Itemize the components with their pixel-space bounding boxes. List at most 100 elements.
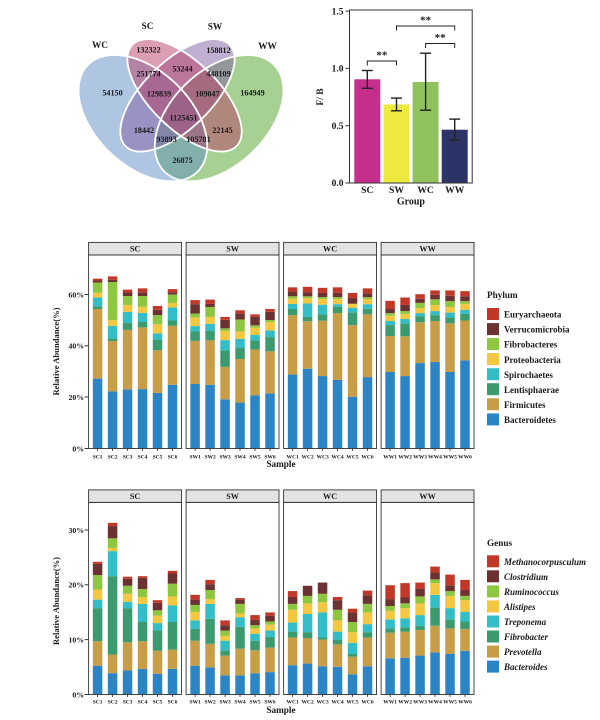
svg-text:SC1: SC1 <box>93 455 103 461</box>
svg-text:WW6: WW6 <box>458 455 472 461</box>
svg-text:WW: WW <box>445 185 465 196</box>
svg-text:WC4: WC4 <box>331 455 343 461</box>
svg-text:WW4: WW4 <box>428 700 442 706</box>
svg-text:Fibrobacter: Fibrobacter <box>503 632 548 642</box>
svg-text:40%: 40% <box>69 342 85 351</box>
svg-text:SC1: SC1 <box>93 700 103 706</box>
svg-text:0.5: 0.5 <box>332 122 344 132</box>
svg-text:SW5: SW5 <box>249 455 261 461</box>
svg-text:1.5: 1.5 <box>332 7 344 17</box>
svg-text:SW2: SW2 <box>204 700 216 706</box>
svg-text:22145: 22145 <box>212 126 232 135</box>
svg-text:129839: 129839 <box>147 90 171 99</box>
svg-text:Verrucomicrobia: Verrucomicrobia <box>504 325 570 335</box>
svg-text:1.0: 1.0 <box>332 65 344 75</box>
svg-text:**: ** <box>435 32 447 44</box>
svg-text:Euryarchaeota: Euryarchaeota <box>504 310 562 320</box>
svg-text:Fibrobacteres: Fibrobacteres <box>504 340 558 350</box>
svg-text:Bacteroidetes: Bacteroidetes <box>504 415 556 425</box>
svg-text:Treponema: Treponema <box>504 617 547 627</box>
svg-text:WC3: WC3 <box>316 455 328 461</box>
svg-text:Alistipes: Alistipes <box>503 602 536 612</box>
svg-text:93893: 93893 <box>156 135 176 144</box>
svg-text:WW3: WW3 <box>413 700 427 706</box>
svg-text:SW: SW <box>226 492 240 501</box>
svg-text:Genus: Genus <box>487 538 512 548</box>
svg-text:WW1: WW1 <box>383 455 397 461</box>
svg-text:WC: WC <box>323 245 337 254</box>
svg-text:WW5: WW5 <box>443 455 457 461</box>
svg-text:Relative Abundance(%): Relative Abundance(%) <box>51 557 61 645</box>
svg-text:**: ** <box>376 50 388 62</box>
svg-text:WW1: WW1 <box>383 700 397 706</box>
svg-text:Spirochaetes: Spirochaetes <box>504 370 553 380</box>
svg-text:SC: SC <box>130 492 141 501</box>
svg-text:0%: 0% <box>72 690 84 699</box>
svg-text:60%: 60% <box>69 290 85 299</box>
svg-text:1125451: 1125451 <box>170 114 198 123</box>
svg-text:SW1: SW1 <box>189 455 201 461</box>
svg-text:10%: 10% <box>69 635 85 644</box>
svg-text:**: ** <box>420 15 432 27</box>
svg-text:WC2: WC2 <box>301 455 313 461</box>
svg-text:WC6: WC6 <box>361 455 373 461</box>
svg-text:WW5: WW5 <box>443 700 457 706</box>
svg-text:20%: 20% <box>69 581 85 590</box>
svg-text:53244: 53244 <box>172 65 192 74</box>
svg-text:WW2: WW2 <box>398 700 412 706</box>
svg-text:Bacteroides: Bacteroides <box>503 662 548 672</box>
svg-text:Clostridium: Clostridium <box>504 572 548 582</box>
svg-text:SC2: SC2 <box>108 700 118 706</box>
svg-text:Phylum: Phylum <box>487 290 518 300</box>
svg-text:WC2: WC2 <box>301 700 313 706</box>
svg-text:448109: 448109 <box>206 70 230 79</box>
svg-text:54150: 54150 <box>102 89 122 98</box>
svg-text:WW3: WW3 <box>413 455 427 461</box>
svg-text:WC: WC <box>92 41 108 51</box>
svg-text:SW4: SW4 <box>234 700 246 706</box>
svg-text:SW: SW <box>208 23 223 33</box>
svg-text:Methanocorpusculum: Methanocorpusculum <box>503 557 586 567</box>
svg-text:SW6: SW6 <box>264 455 276 461</box>
svg-text:WW2: WW2 <box>398 455 412 461</box>
svg-text:SC3: SC3 <box>123 455 133 461</box>
svg-text:SC4: SC4 <box>138 700 148 706</box>
svg-text:SW1: SW1 <box>189 700 201 706</box>
svg-text:SW3: SW3 <box>219 700 231 706</box>
svg-text:Group: Group <box>397 197 426 208</box>
svg-text:SW: SW <box>389 185 404 196</box>
svg-text:158812: 158812 <box>206 46 230 55</box>
svg-text:SW3: SW3 <box>219 455 231 461</box>
svg-text:WW: WW <box>419 245 436 254</box>
svg-text:SW6: SW6 <box>264 700 276 706</box>
svg-text:SC: SC <box>361 185 373 196</box>
svg-text:WC5: WC5 <box>346 700 358 706</box>
svg-text:SC6: SC6 <box>168 455 178 461</box>
svg-text:F/ B: F/ B <box>316 88 326 106</box>
svg-text:WC1: WC1 <box>286 455 298 461</box>
svg-text:SC: SC <box>142 22 154 32</box>
svg-text:WC6: WC6 <box>361 700 373 706</box>
svg-text:WC: WC <box>323 492 337 501</box>
svg-text:Ruminococcus: Ruminococcus <box>503 587 560 597</box>
svg-text:105781: 105781 <box>186 135 210 144</box>
svg-text:SC6: SC6 <box>168 700 178 706</box>
svg-text:SW4: SW4 <box>234 455 246 461</box>
svg-text:Prevotella: Prevotella <box>504 647 542 657</box>
svg-text:SC5: SC5 <box>153 455 163 461</box>
svg-text:0.0: 0.0 <box>332 179 344 189</box>
svg-text:Lentisphaerae: Lentisphaerae <box>504 385 559 395</box>
svg-text:WC5: WC5 <box>346 455 358 461</box>
svg-text:Sample: Sample <box>266 705 295 715</box>
svg-text:Proteobacteria: Proteobacteria <box>504 355 561 365</box>
svg-text:SC2: SC2 <box>108 455 118 461</box>
svg-text:Sample: Sample <box>266 459 295 469</box>
svg-text:251774: 251774 <box>136 70 160 79</box>
svg-text:30%: 30% <box>69 526 85 535</box>
svg-text:SW: SW <box>226 245 240 254</box>
svg-text:Relative Abundance(%): Relative Abundance(%) <box>51 307 61 395</box>
svg-text:WW6: WW6 <box>458 700 472 706</box>
svg-text:SW5: SW5 <box>249 700 261 706</box>
svg-text:WC4: WC4 <box>331 700 343 706</box>
svg-text:WW4: WW4 <box>428 455 442 461</box>
